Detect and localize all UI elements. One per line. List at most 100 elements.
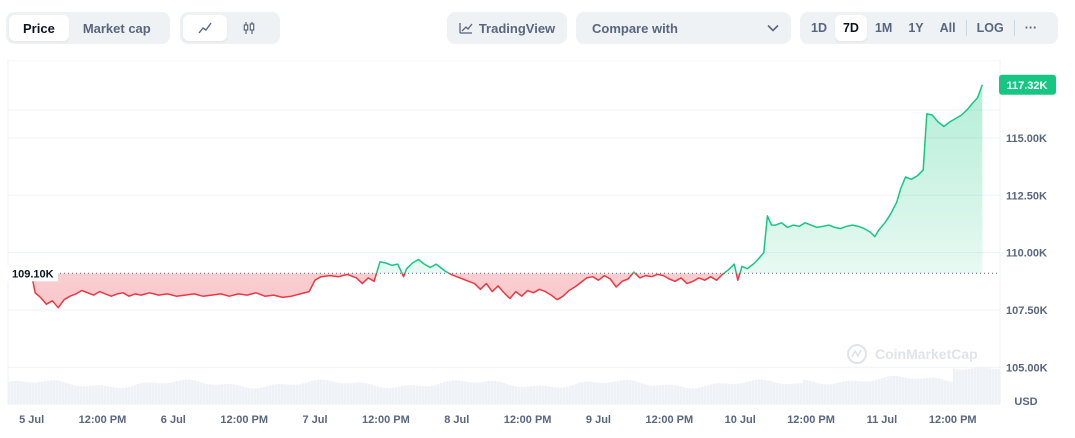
range-1m[interactable]: 1M [874, 21, 893, 35]
volume-bar [197, 381, 200, 404]
volume-bar [707, 385, 710, 404]
volume-bar [776, 382, 779, 404]
volume-bar [8, 381, 11, 404]
volume-bar [317, 379, 320, 404]
volume-bar [878, 378, 881, 404]
volume-bar [362, 382, 365, 404]
tradingview-button[interactable]: TradingView [447, 12, 567, 44]
x-axis: 5 Jul 12:00 PM 6 Jul 12:00 PM 7 Jul 12:00 PM 8… [19, 414, 977, 426]
volume-bar [623, 379, 626, 404]
volume-bar [608, 382, 611, 404]
volume-bar [77, 386, 80, 404]
volume-bar [485, 381, 488, 404]
volume-bar [305, 382, 308, 404]
volume-bar [875, 379, 878, 404]
volume-bar [980, 367, 983, 404]
watermark: CoinMarketCap [847, 344, 978, 364]
volume-bar [83, 386, 86, 404]
volume-bar [80, 386, 83, 404]
volume-bar [176, 381, 179, 404]
volume-bar [380, 387, 383, 404]
candlestick-icon[interactable] [227, 15, 271, 41]
tab-price[interactable]: Price [9, 15, 69, 41]
volume-bar [890, 375, 893, 404]
volume-bar [845, 380, 848, 404]
volume-bar [644, 384, 647, 404]
volume-bar [344, 383, 347, 404]
divider [1013, 20, 1015, 36]
volume-bar [728, 383, 731, 404]
volume-bar [227, 384, 230, 404]
x-tick-label: 9 Jul [586, 414, 611, 426]
volume-bar [32, 382, 35, 404]
volume-bar [497, 381, 500, 404]
x-tick-label: 10 Jul [725, 414, 756, 426]
range-1d[interactable]: 1D [811, 21, 827, 35]
volume-bar [416, 385, 419, 404]
volume-bar [920, 378, 923, 404]
volume-bar [392, 387, 395, 404]
volume-bar [509, 385, 512, 404]
volume-bar [104, 385, 107, 404]
more-options-button[interactable]: ··· [1024, 21, 1038, 35]
volume-bar [221, 384, 224, 404]
series-line-down [31, 273, 741, 309]
volume-bar [35, 382, 38, 404]
volume-bar [86, 386, 89, 404]
volume-bar [725, 383, 728, 404]
volume-bar [233, 384, 236, 404]
tab-market-cap[interactable]: Market cap [82, 20, 151, 36]
x-tick-label: 12:00 PM [79, 414, 127, 426]
volume-bar [896, 376, 899, 404]
volume-bar [14, 380, 17, 404]
volume-bar [92, 385, 95, 404]
volume-bar [539, 385, 542, 404]
volume-bar [872, 380, 875, 404]
volume-bar [158, 383, 161, 404]
volume-bar [239, 385, 242, 404]
volume-bar [596, 382, 599, 404]
line-chart-icon[interactable] [183, 15, 227, 41]
volume-bar [134, 384, 137, 404]
volume-bar [101, 385, 104, 404]
volume-bar [842, 381, 845, 404]
volume-bar [338, 382, 341, 404]
volume-bar [719, 383, 722, 404]
log-scale-toggle[interactable]: LOG [976, 21, 1004, 35]
volume-bar [503, 383, 506, 404]
volume-bar [818, 383, 821, 404]
volume-bar [929, 377, 932, 404]
volume-bar [395, 387, 398, 404]
volume-bar [254, 388, 257, 404]
price-chart[interactable]: CoinMarketCap 109.10K 105.00K 107.50K 110.… [0, 60, 1075, 438]
volume-bar [800, 383, 803, 404]
volume-bar [659, 385, 662, 404]
volume-bar [143, 382, 146, 404]
chevron-down-icon [767, 24, 779, 32]
volume-bar [959, 369, 962, 404]
compare-with-dropdown[interactable]: Compare with [576, 12, 791, 44]
volume-bar [911, 378, 914, 404]
volume-bar [698, 387, 701, 404]
volume-bar [650, 385, 653, 404]
volume-bar [371, 384, 374, 404]
volume-bar [548, 386, 551, 404]
range-7d[interactable]: 7D [834, 15, 867, 41]
volume-bar [185, 379, 188, 404]
volume-bar [65, 382, 68, 404]
volume-bar [512, 385, 515, 404]
volume-bar [629, 380, 632, 404]
x-tick-label: 12:00 PM [504, 414, 552, 426]
range-all[interactable]: All [939, 21, 956, 35]
range-1y[interactable]: 1Y [908, 21, 924, 35]
volume-bar [536, 385, 539, 404]
volume-bar [551, 387, 554, 404]
volume-bar [797, 383, 800, 404]
y-axis-unit: USD [1014, 396, 1037, 408]
volume-bar [632, 380, 635, 404]
volume-bar [839, 382, 842, 404]
price-area [32, 84, 983, 308]
volume-bar [281, 384, 284, 404]
volume-bar [194, 380, 197, 404]
volume-bar [794, 383, 797, 404]
